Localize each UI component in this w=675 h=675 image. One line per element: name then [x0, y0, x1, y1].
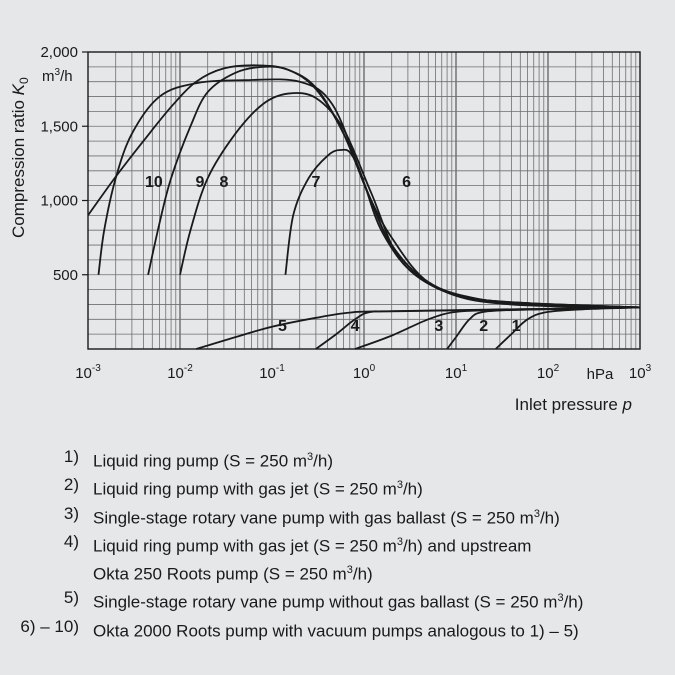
- x-tick-label: 10-2: [167, 363, 193, 382]
- y-unit-label: m3/h: [42, 67, 73, 85]
- legend-text: Liquid ring pump with gas jet (S = 250 m…: [93, 479, 423, 499]
- legend-text: Okta 250 Roots pump (S = 250 m3/h): [93, 564, 373, 584]
- legend-item-4: 4) Liquid ring pump with gas jet (S = 25…: [0, 528, 675, 556]
- series-line-7: [179, 92, 641, 309]
- legend-item-5: 5) Single-stage rotary vane pump without…: [0, 584, 675, 612]
- series-line-5: [195, 306, 641, 350]
- x-tick-label: 102: [537, 363, 560, 382]
- series-line-8: [97, 78, 641, 309]
- legend-text: Okta 2000 Roots pump with vacuum pumps a…: [93, 621, 579, 641]
- y-tick-labels: 500 1,000 1,500 2,000: [40, 44, 88, 284]
- legend-number: 4): [63, 531, 79, 551]
- legend-item-2: 2) Liquid ring pump with gas jet (S = 25…: [0, 471, 675, 499]
- series-label-4: 4: [351, 318, 360, 335]
- x-tick-labels: 10-3 10-2 10-1 100 101 102 103: [75, 363, 651, 382]
- legend-number: 2): [63, 475, 79, 495]
- legend-number: 3): [63, 503, 79, 523]
- x-tick-label: 10-1: [259, 363, 285, 382]
- x-tick-label: 103: [629, 363, 652, 382]
- chart: 1 2 3 4 5 6 7 89 10 10-3 10-2 10-1 100 101 102 103 500…: [9, 44, 652, 414]
- legend-item-6-10: 6) – 10) Okta 2000 Roots pump with vacuu…: [0, 613, 675, 641]
- x-unit-label: hPa: [587, 366, 614, 383]
- y-tick-label: 1,500: [40, 118, 78, 135]
- x-tick-label: 10-3: [75, 363, 101, 382]
- series-layer: 1 2 3 4 5 6 7 89 10: [87, 64, 641, 350]
- x-axis-title-text: Inlet pressure: [515, 395, 618, 414]
- x-tick-label: 100: [353, 363, 376, 382]
- y-tick-label: 500: [53, 267, 78, 284]
- series-label-9: 9: [196, 174, 205, 191]
- legend-item-1: 1) Liquid ring pump (S = 250 m3/h): [0, 443, 675, 471]
- x-tick-label: 101: [445, 363, 468, 382]
- legend-item-3: 3) Single-stage rotary vane pump with ga…: [0, 500, 675, 528]
- series-label-10: 10: [145, 174, 163, 191]
- y-unit-tail: /h: [60, 68, 73, 85]
- y-axis-title-symbol: K: [9, 83, 28, 95]
- legend: 1) Liquid ring pump (S = 250 m3/h) 2) Li…: [0, 443, 675, 641]
- legend-text: Single-stage rotary vane pump without ga…: [93, 592, 584, 613]
- y-tick-label: 2,000: [40, 44, 78, 61]
- x-axis-title-symbol: p: [622, 395, 632, 414]
- y-unit-sup: 3: [55, 67, 61, 78]
- series-label-8: 8: [219, 174, 228, 191]
- legend-text: Single-stage rotary vane pump with gas b…: [93, 507, 560, 528]
- series-label-2: 2: [479, 318, 488, 335]
- y-unit-base: m: [42, 68, 55, 85]
- legend-text: Liquid ring pump with gas jet (S = 250 m…: [93, 535, 532, 556]
- series-line-10: [87, 64, 641, 309]
- series-label-3: 3: [434, 318, 443, 335]
- y-tick-label: 1,000: [40, 193, 78, 210]
- legend-number: 6) – 10): [20, 616, 79, 636]
- x-axis-title: Inlet pressure p: [515, 395, 632, 414]
- series-label-6: 6: [402, 174, 411, 191]
- y-axis-title: Compression ratio K0: [9, 77, 31, 238]
- grid: [87, 52, 641, 349]
- y-axis-title-sub: 0: [17, 77, 31, 84]
- legend-item-4-continued: Okta 250 Roots pump (S = 250 m3/h): [0, 556, 675, 584]
- series-label-5: 5: [278, 318, 287, 335]
- legend-text: Liquid ring pump (S = 250 m3/h): [93, 451, 334, 471]
- y-axis-title-text: Compression ratio: [9, 100, 28, 238]
- series-label-1: 1: [512, 318, 521, 335]
- series-label-7: 7: [311, 174, 320, 191]
- legend-number: 5): [63, 588, 79, 608]
- legend-number: 1): [63, 447, 79, 466]
